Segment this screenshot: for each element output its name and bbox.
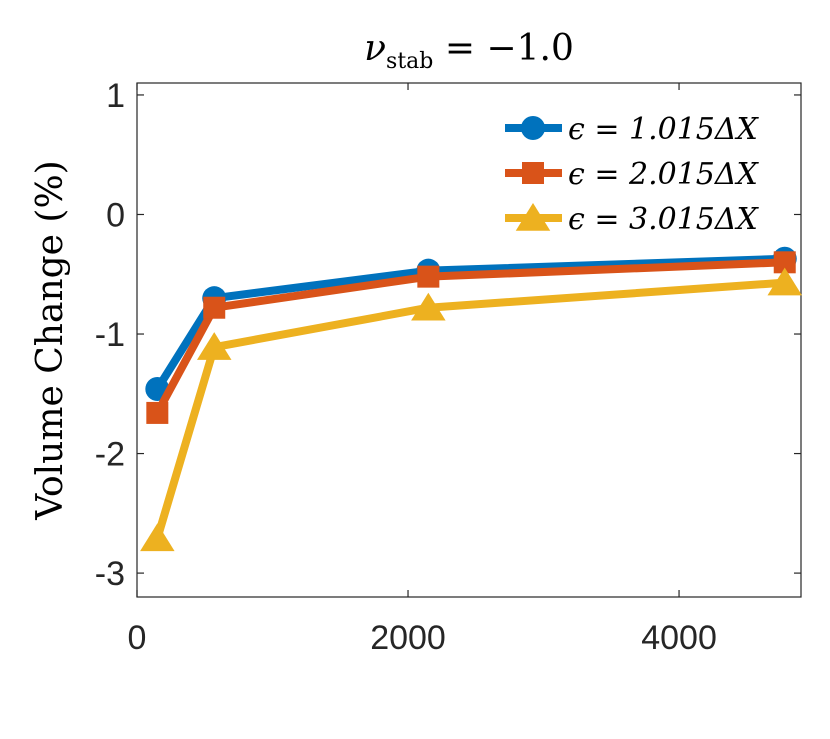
data-point <box>773 251 796 274</box>
data-point <box>203 296 226 319</box>
axes-ticks <box>136 83 801 597</box>
data-point <box>417 265 440 288</box>
legend-marker <box>522 162 544 184</box>
data-point <box>767 267 802 296</box>
axes-box <box>136 82 802 598</box>
series-line <box>153 278 786 540</box>
legend-entry-1: ϵ = 1.015ΔX <box>505 112 760 147</box>
y-axis-label: Volume Change (%) <box>30 160 71 520</box>
y-tick-label: -1 <box>95 316 125 354</box>
series-line <box>153 258 785 415</box>
legend: ϵ = 1.015ΔX ϵ = 2.015ΔX ϵ = 3.015ΔX <box>505 112 760 237</box>
series-3 <box>140 267 802 552</box>
legend-marker <box>521 116 545 140</box>
series-line <box>153 254 785 392</box>
chart-title: νstab = −1.0 <box>364 28 574 74</box>
y-tick-label: -3 <box>95 555 125 593</box>
x-tick-label: 2000 <box>370 619 446 657</box>
series-2 <box>146 251 796 424</box>
legend-entry-3: ϵ = 3.015ΔX <box>505 202 760 237</box>
legend-label: ϵ = 2.015ΔX <box>568 157 760 192</box>
y-tick-label: 1 <box>106 77 125 115</box>
series-layer <box>140 246 802 552</box>
title-rest: = −1.0 <box>433 28 573 69</box>
series-1 <box>145 246 797 402</box>
legend-marker <box>515 203 551 231</box>
data-point <box>196 332 232 360</box>
y-tick-label: -2 <box>95 436 125 474</box>
x-tick-label: 0 <box>128 619 147 657</box>
y-tick-label: 0 <box>106 196 125 234</box>
tick-labels: 0 2000 4000 1 0 -1 -2 -3 <box>95 77 717 657</box>
title-subscript: stab <box>386 49 433 74</box>
legend-entry-2: ϵ = 2.015ΔX <box>505 157 760 192</box>
data-point <box>140 523 175 552</box>
x-tick-label: 4000 <box>641 619 717 657</box>
title-nu: ν <box>364 28 386 69</box>
legend-label: ϵ = 3.015ΔX <box>568 202 760 237</box>
legend-label: ϵ = 1.015ΔX <box>568 112 760 147</box>
data-point <box>411 292 446 321</box>
data-point <box>146 401 169 424</box>
